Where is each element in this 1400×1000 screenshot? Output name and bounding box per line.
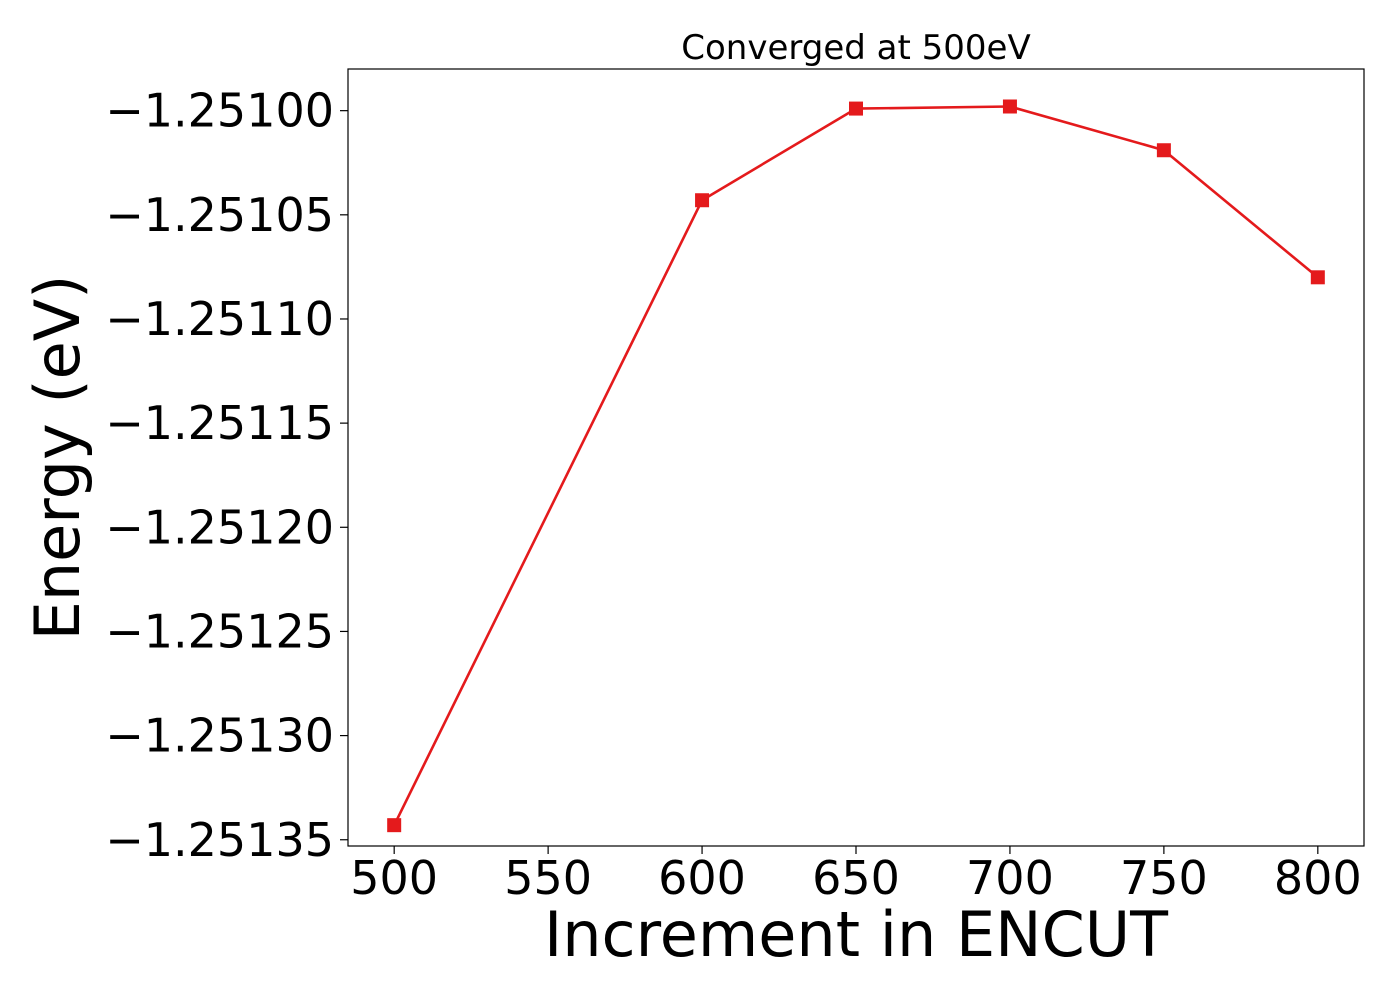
data-point-marker [387,818,402,833]
y-tick-label: −1.25130 [105,709,334,763]
x-axis-ticks: 500 550 600 650 700 750 800 [350,846,1362,905]
x-tick-label: 800 [1274,851,1362,905]
y-tick-label: −1.25110 [105,292,334,346]
x-tick-label: 600 [658,851,746,905]
x-tick-label: 700 [966,851,1054,905]
data-point-marker [695,193,710,208]
x-axis-label: Increment in ENCUT [544,898,1169,971]
series-layer [387,99,1325,833]
chart-title: Converged at 500eV [681,28,1030,68]
plot-frame [347,68,1365,847]
y-tick-label: −1.25105 [105,188,334,242]
data-point-marker [1002,99,1017,114]
x-tick-label: 750 [1120,851,1208,905]
y-tick-label: −1.25135 [105,813,334,867]
x-tick-label: 650 [812,851,900,905]
y-tick-label: −1.25120 [105,500,334,554]
data-point-marker [849,101,863,116]
data-point-marker [1310,270,1325,285]
x-tick-label: 500 [350,851,438,905]
series-line [393,105,1319,826]
y-axis-label: Energy (eV) [21,275,94,641]
y-tick-label: −1.25115 [105,396,334,450]
y-tick-label: −1.25125 [105,604,334,658]
y-axis-ticks: −1.25135 −1.25130 −1.25125 −1.25120 −1.25115… [105,84,348,867]
x-tick-label: 550 [504,851,592,905]
data-point-marker [1156,143,1171,158]
y-tick-label: −1.25100 [105,84,334,138]
